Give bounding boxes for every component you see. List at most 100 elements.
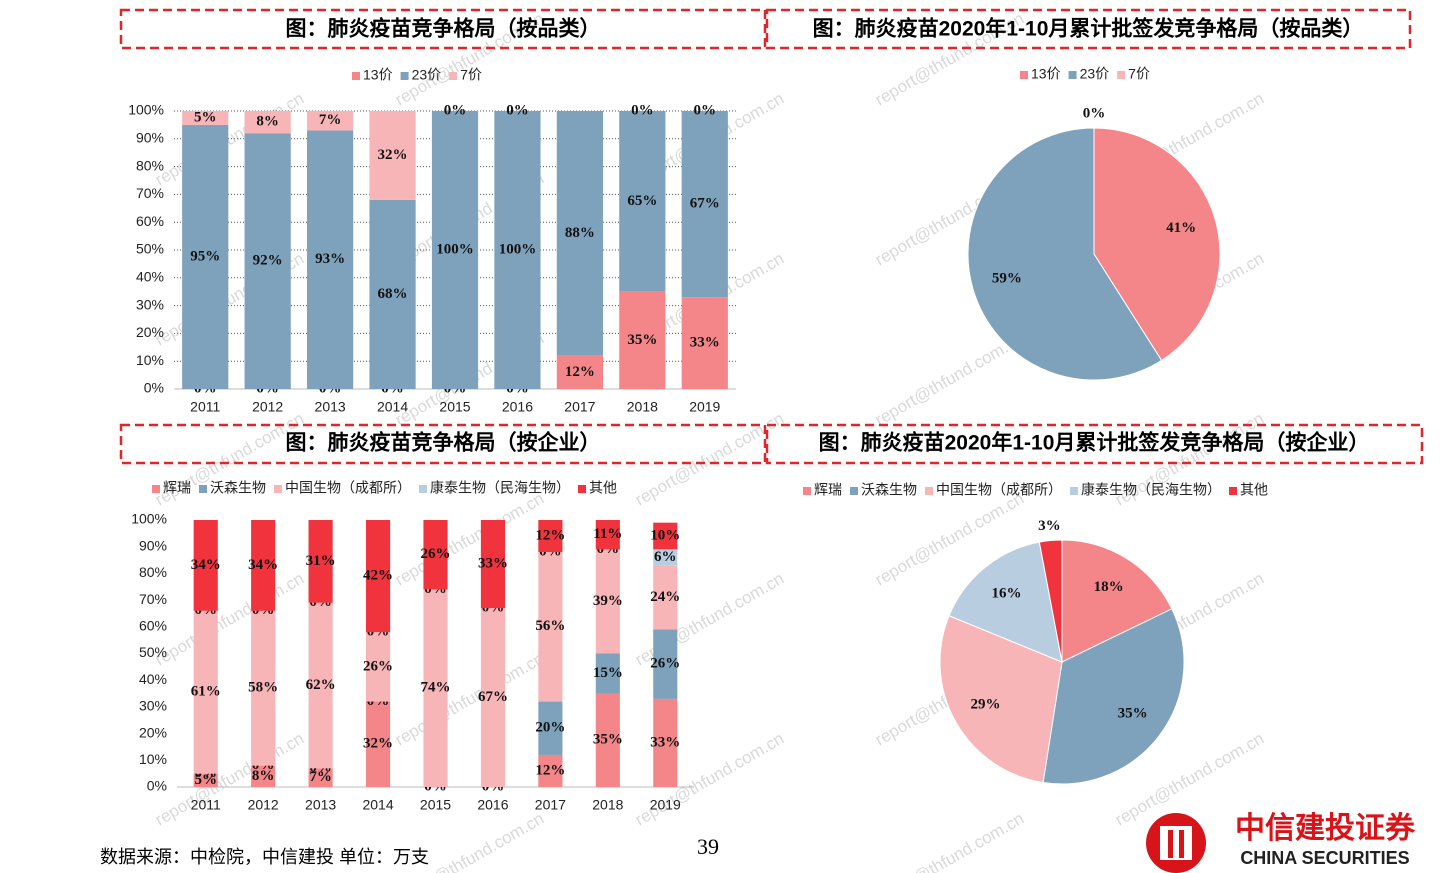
data-label: 41%	[1166, 220, 1196, 236]
y-tick-label: 70%	[136, 185, 164, 201]
legend-label: 其他	[1240, 482, 1268, 498]
data-label: 100%	[499, 241, 537, 257]
legend-label: 辉瑞	[814, 482, 842, 498]
bar-segment	[619, 291, 666, 389]
chart-title: 图：肺炎疫苗2020年1-10月累计批签发竞争格局（按品类）	[813, 17, 1364, 41]
legend-label: 13价	[1031, 66, 1061, 82]
legend-swatch	[1229, 487, 1237, 495]
x-tick-label: 2017	[564, 399, 595, 415]
data-label: 62%	[306, 677, 336, 693]
y-tick-label: 40%	[136, 269, 164, 285]
watermark: report@thfund.com.cn	[152, 569, 307, 670]
y-tick-label: 60%	[139, 618, 167, 634]
bar-segment	[653, 522, 678, 550]
bar-segment	[556, 355, 603, 389]
title-box	[765, 8, 1412, 50]
bar-segment	[653, 549, 678, 566]
bar-segment	[307, 130, 354, 389]
bar-segment	[480, 520, 506, 609]
pie-slice	[1042, 608, 1185, 785]
pie-slice	[1093, 127, 1221, 362]
bar-segment	[307, 111, 354, 131]
data-label: 33%	[650, 734, 680, 750]
data-label: 88%	[565, 225, 595, 241]
watermark: report@thfund.com.cn	[872, 329, 1027, 430]
data-label: 6%	[654, 549, 677, 565]
data-label: 29%	[970, 697, 1000, 713]
legend-swatch	[925, 487, 933, 495]
legend-label: 康泰生物（民海生物）	[1081, 482, 1221, 498]
y-tick-label: 10%	[136, 352, 164, 368]
logo-mark	[1160, 826, 1192, 860]
legend-swatch	[1070, 487, 1078, 495]
bar-segment	[494, 111, 541, 389]
data-label: 35%	[1118, 706, 1148, 722]
legend-swatch	[199, 485, 207, 493]
data-label: 0%	[1083, 105, 1106, 121]
watermark: report@thfund.com.cn	[872, 809, 1027, 873]
bar-segment	[538, 520, 563, 553]
title-box	[119, 8, 767, 50]
legend-label: 康泰生物（民海生物）	[430, 480, 570, 496]
data-label: 74%	[421, 680, 451, 696]
data-label: 12%	[535, 527, 565, 543]
title-box	[119, 423, 767, 465]
bar-segment	[369, 111, 416, 200]
bar-segment	[423, 589, 448, 787]
logo-english: CHINA SECURITIES	[1240, 848, 1409, 868]
x-tick-label: 2018	[592, 797, 623, 813]
data-label: 0%	[631, 102, 654, 118]
x-tick-label: 2011	[191, 797, 221, 813]
bar-segment	[193, 610, 218, 774]
bar-segment	[538, 754, 563, 787]
legend-swatch	[803, 487, 811, 495]
data-label: 20%	[535, 720, 565, 736]
data-label: 16%	[991, 585, 1021, 601]
data-label: 68%	[378, 286, 408, 302]
data-label: 18%	[1094, 579, 1124, 595]
data-label: 12%	[565, 364, 595, 380]
data-label: 33%	[690, 335, 720, 351]
logo-text: 中信建投证券	[1235, 812, 1416, 845]
data-label: 5%	[194, 109, 217, 125]
bar-segment	[365, 701, 391, 787]
legend-swatch	[352, 72, 360, 80]
y-tick-label: 0%	[144, 380, 164, 396]
x-tick-label: 2014	[377, 399, 408, 415]
bar-segment	[595, 653, 620, 694]
bar-segment	[251, 610, 276, 766]
data-label: 26%	[363, 658, 393, 674]
legend-swatch	[578, 485, 586, 493]
bar-segment	[369, 199, 416, 389]
watermark: report@thfund.com.cn	[152, 729, 307, 830]
data-label: 12%	[535, 762, 565, 778]
bar-segment	[595, 520, 620, 550]
legend-label: 23价	[412, 67, 442, 83]
legend-label: 13价	[363, 67, 393, 83]
legend-label: 23价	[1080, 66, 1110, 82]
x-tick-label: 2019	[650, 797, 681, 813]
legend-label: 7价	[460, 67, 482, 83]
legend-swatch	[274, 485, 282, 493]
x-tick-label: 2013	[315, 399, 346, 415]
y-tick-label: 30%	[136, 296, 164, 312]
data-label: 7%	[309, 769, 332, 785]
data-label: 39%	[593, 593, 623, 609]
pie-slice	[1038, 539, 1063, 663]
bar-segment	[538, 552, 563, 702]
source-note: 数据来源：中检院，中信建投 单位：万支	[100, 847, 429, 867]
chart-title: 图：肺炎疫苗竞争格局（按品类）	[286, 17, 601, 41]
y-tick-label: 50%	[139, 644, 167, 660]
x-tick-label: 2018	[627, 399, 658, 415]
bar-segment	[244, 111, 291, 134]
bar-segment	[480, 608, 506, 787]
data-label: 93%	[315, 251, 345, 267]
bar-segment	[653, 698, 678, 787]
data-label: 59%	[992, 271, 1022, 287]
data-label: 3%	[1038, 518, 1061, 534]
y-tick-label: 90%	[136, 130, 164, 146]
legend-label: 沃森生物	[210, 480, 266, 496]
data-label: 10%	[650, 527, 680, 543]
data-label: 42%	[363, 568, 393, 584]
